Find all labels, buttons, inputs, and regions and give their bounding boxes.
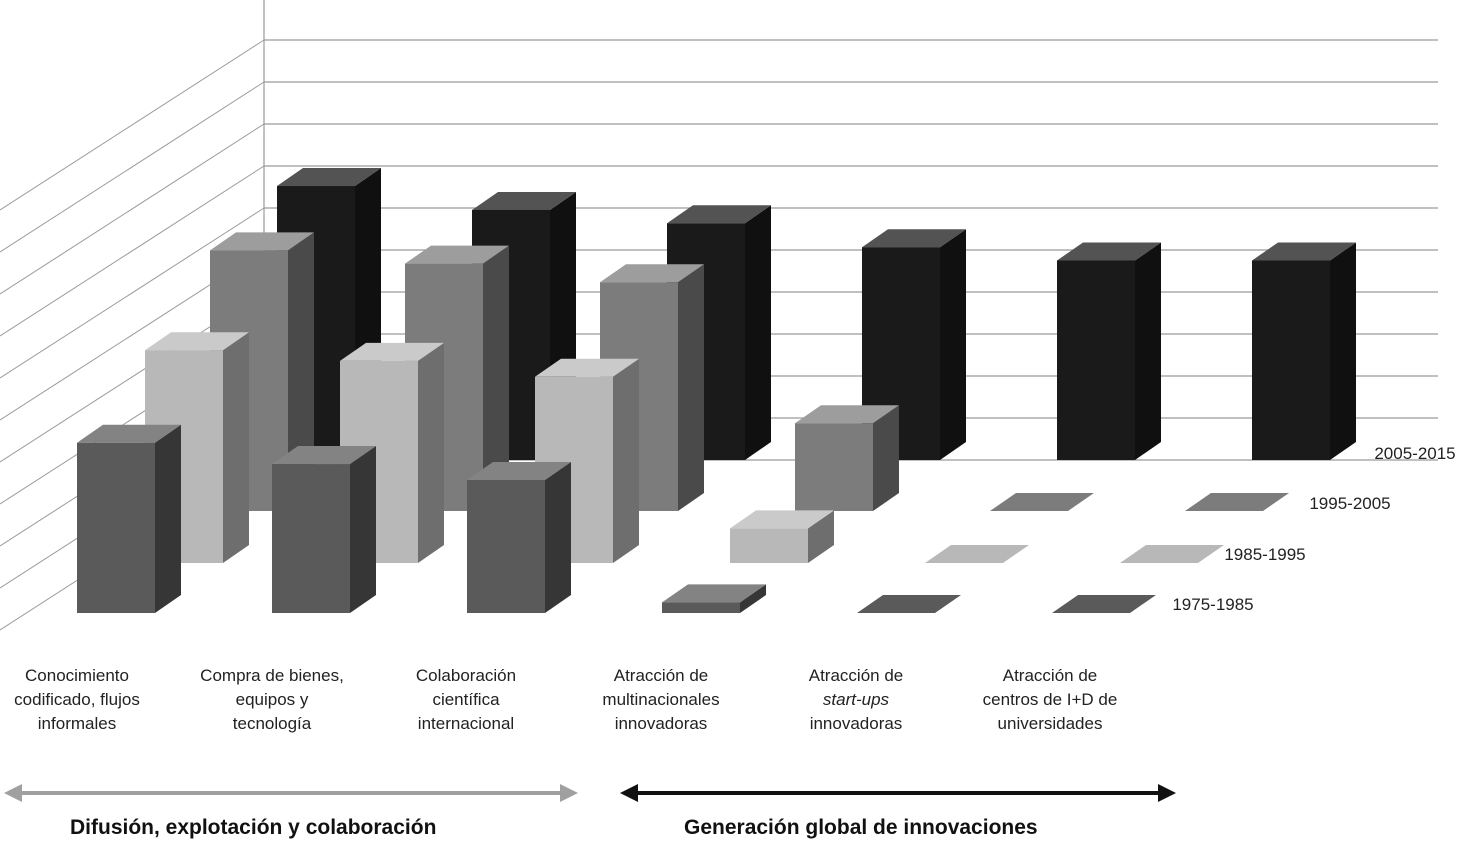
bar-zero	[1052, 595, 1156, 613]
group-arrow-diffusion-head-right	[560, 784, 578, 802]
category-label-line: codificado, flujos	[14, 690, 140, 709]
bar	[795, 423, 873, 511]
category-label-line: Colaboración	[415, 666, 517, 685]
bar-side	[678, 264, 704, 511]
bar-side	[808, 510, 834, 563]
bar-side	[545, 462, 571, 613]
category-label-line: internacional	[417, 714, 515, 733]
category-label: Conocimiento codificado, flujos informales	[0, 664, 177, 736]
group-label: Generación global de innovaciones	[684, 816, 1038, 839]
bar-side	[223, 332, 249, 563]
bar-top	[795, 405, 899, 424]
bar-side	[745, 205, 771, 460]
category-label-line: científica	[432, 690, 500, 709]
side-gridline	[0, 39, 265, 211]
category-label: Colaboración científica internacional	[366, 664, 566, 736]
bar	[1057, 260, 1135, 460]
category-label-line: Atracción de	[1002, 666, 1098, 685]
bar-top	[145, 332, 249, 351]
bar-top	[600, 264, 704, 283]
side-gridline	[0, 123, 265, 295]
category-label-line: Conocimiento	[25, 666, 129, 685]
bar-top	[405, 245, 509, 264]
category-label: Atracción de multinacionales innovadoras	[561, 664, 761, 736]
bar	[730, 528, 808, 563]
category-label-line: Atracción de	[613, 666, 709, 685]
bar-side	[1330, 242, 1356, 460]
category-label-line: multinacionales	[602, 690, 720, 709]
group-arrow-diffusion-head-left	[4, 784, 22, 802]
category-label: Compra de bienes, equipos y tecnología	[172, 664, 372, 736]
bar	[662, 602, 740, 613]
legend-label: 1975-1985	[1172, 595, 1253, 614]
bar-top	[535, 358, 639, 377]
bar-side	[155, 424, 181, 613]
bar	[272, 464, 350, 613]
category-label-line: centros de I+D de	[982, 690, 1118, 709]
bar	[77, 442, 155, 613]
bar-top	[272, 446, 376, 465]
group-label: Difusión, explotación y colaboración	[70, 816, 437, 839]
category-label-line: tecnología	[232, 714, 312, 733]
category-label-line: Atracción de	[808, 666, 904, 685]
side-gridline	[0, 165, 265, 337]
bar-top	[340, 342, 444, 361]
bar-top	[472, 191, 576, 210]
bar-zero	[1185, 493, 1289, 511]
bar-side	[940, 229, 966, 460]
group-arrow-generation-head-right	[1158, 784, 1176, 802]
bar	[467, 480, 545, 613]
bar-top	[1057, 242, 1161, 261]
category-label-line: innovadoras	[614, 714, 708, 733]
bar-zero	[925, 545, 1029, 563]
bar-zero	[990, 493, 1094, 511]
group-arrow-generation-head-left	[620, 784, 638, 802]
category-label-line: Compra de bienes,	[200, 666, 344, 685]
category-label-line: equipos y	[235, 690, 309, 709]
bar-side	[613, 358, 639, 563]
bar-side	[740, 584, 766, 613]
bar-side	[418, 342, 444, 563]
bar-top	[467, 462, 571, 480]
bar-side	[288, 232, 314, 511]
bar-top	[1252, 242, 1356, 261]
bar-top	[77, 424, 181, 443]
bar-top	[667, 205, 771, 224]
bar	[1252, 260, 1330, 460]
bar-top	[210, 232, 314, 251]
category-label-line: universidades	[997, 714, 1103, 733]
category-label-line: innovadoras	[809, 714, 903, 733]
bar-top	[277, 168, 381, 187]
bar-zero	[1120, 545, 1224, 563]
category-label: Atracción de start-ups innovadoras	[756, 664, 956, 736]
bar-top	[730, 510, 834, 529]
bar-side	[483, 245, 509, 511]
category-label-line: start-ups	[822, 690, 890, 709]
bar-top	[862, 229, 966, 248]
legend-label: 1995-2005	[1309, 494, 1390, 513]
category-label-line: informales	[37, 714, 117, 733]
side-gridline	[0, 207, 265, 379]
category-label: Atracción de centros de I+D de universidad…	[950, 664, 1150, 736]
legend-label: 2005-2015	[1374, 444, 1455, 463]
bar-top	[662, 584, 766, 603]
bar-side	[1135, 242, 1161, 460]
bar-zero	[857, 595, 961, 613]
legend-label: 1985-1995	[1224, 545, 1305, 564]
side-gridline	[0, 81, 265, 253]
bar-side	[873, 405, 899, 511]
bar-side	[350, 446, 376, 613]
